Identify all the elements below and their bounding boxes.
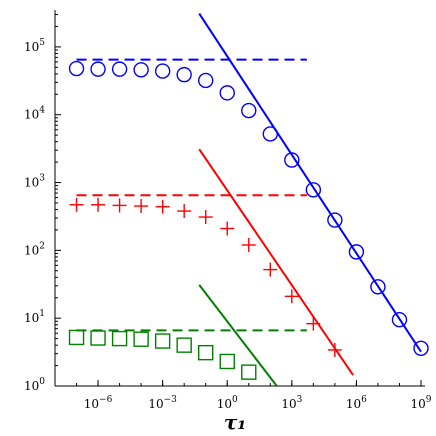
- square-marker: [219, 353, 235, 370]
- axis-ticks: 10−6 10−3 100 103 106 109 100 101 102 103 104 105: [24, 14, 432, 411]
- circle-marker: [176, 66, 192, 83]
- circle-marker: [198, 72, 214, 89]
- y-tick-label: 100: [24, 377, 45, 393]
- plus-marker: [263, 262, 278, 277]
- plus-marker: [241, 237, 256, 252]
- x-tick-label: 100: [217, 395, 238, 411]
- plus-marker: [155, 199, 170, 214]
- square-marker: [90, 330, 106, 346]
- y-tick-label: 105: [24, 38, 45, 54]
- plus-marker: [198, 210, 213, 225]
- circle-marker: [111, 61, 128, 77]
- x-tick-label: 106: [346, 395, 367, 411]
- plus-marker: [134, 199, 149, 214]
- y-tick-label: 103: [24, 174, 45, 190]
- circle-marker: [133, 62, 149, 78]
- plus-marker: [91, 197, 106, 212]
- x-axis-label-text: τ₁: [224, 410, 246, 434]
- plus-marker: [177, 204, 192, 219]
- square-marker: [111, 330, 128, 347]
- y-tick-label: 104: [24, 106, 45, 122]
- square-marker: [154, 333, 171, 349]
- square-marker: [68, 329, 85, 346]
- plateau-lines: [76, 58, 307, 332]
- x-tick-label: 109: [410, 395, 431, 411]
- circle-marker: [370, 279, 386, 295]
- circle-marker: [413, 340, 429, 356]
- circle-marker: [241, 102, 257, 119]
- circle-marker: [305, 182, 322, 198]
- plot-area: 10−6 10−3 100 103 106 109 100 101 102 103 104 105: [24, 10, 432, 411]
- x-tick-label: 10−3: [148, 395, 177, 411]
- plus-marker: [284, 289, 299, 304]
- power-law-line-series-1: [198, 13, 422, 353]
- square-marker: [133, 331, 149, 347]
- plus-marker: [69, 197, 84, 212]
- square-marker: [198, 344, 214, 361]
- circle-marker: [262, 126, 278, 142]
- y-tick-label: 102: [24, 241, 45, 257]
- circle-marker: [219, 85, 235, 101]
- data-markers: [68, 60, 429, 380]
- power-law-line-series-3: [198, 284, 278, 386]
- circle-marker: [90, 61, 106, 77]
- plus-marker: [220, 221, 235, 236]
- power-law-lines: [198, 13, 422, 386]
- circle-marker: [348, 244, 365, 260]
- plus-marker: [112, 198, 127, 213]
- y-tick-label: 101: [24, 309, 45, 325]
- x-tick-label: 10−6: [84, 395, 113, 411]
- power-law-line-series-2: [198, 148, 354, 376]
- circle-marker: [391, 311, 408, 328]
- square-marker: [241, 364, 257, 380]
- x-axis-label: τ₁: [224, 410, 246, 434]
- plus-marker: [327, 342, 342, 357]
- square-marker: [176, 337, 192, 353]
- circle-marker: [284, 152, 300, 168]
- circle-marker: [154, 63, 171, 79]
- circle-marker: [327, 212, 343, 228]
- circle-marker: [68, 60, 85, 77]
- plus-marker: [306, 316, 321, 331]
- x-tick-label: 103: [281, 395, 302, 411]
